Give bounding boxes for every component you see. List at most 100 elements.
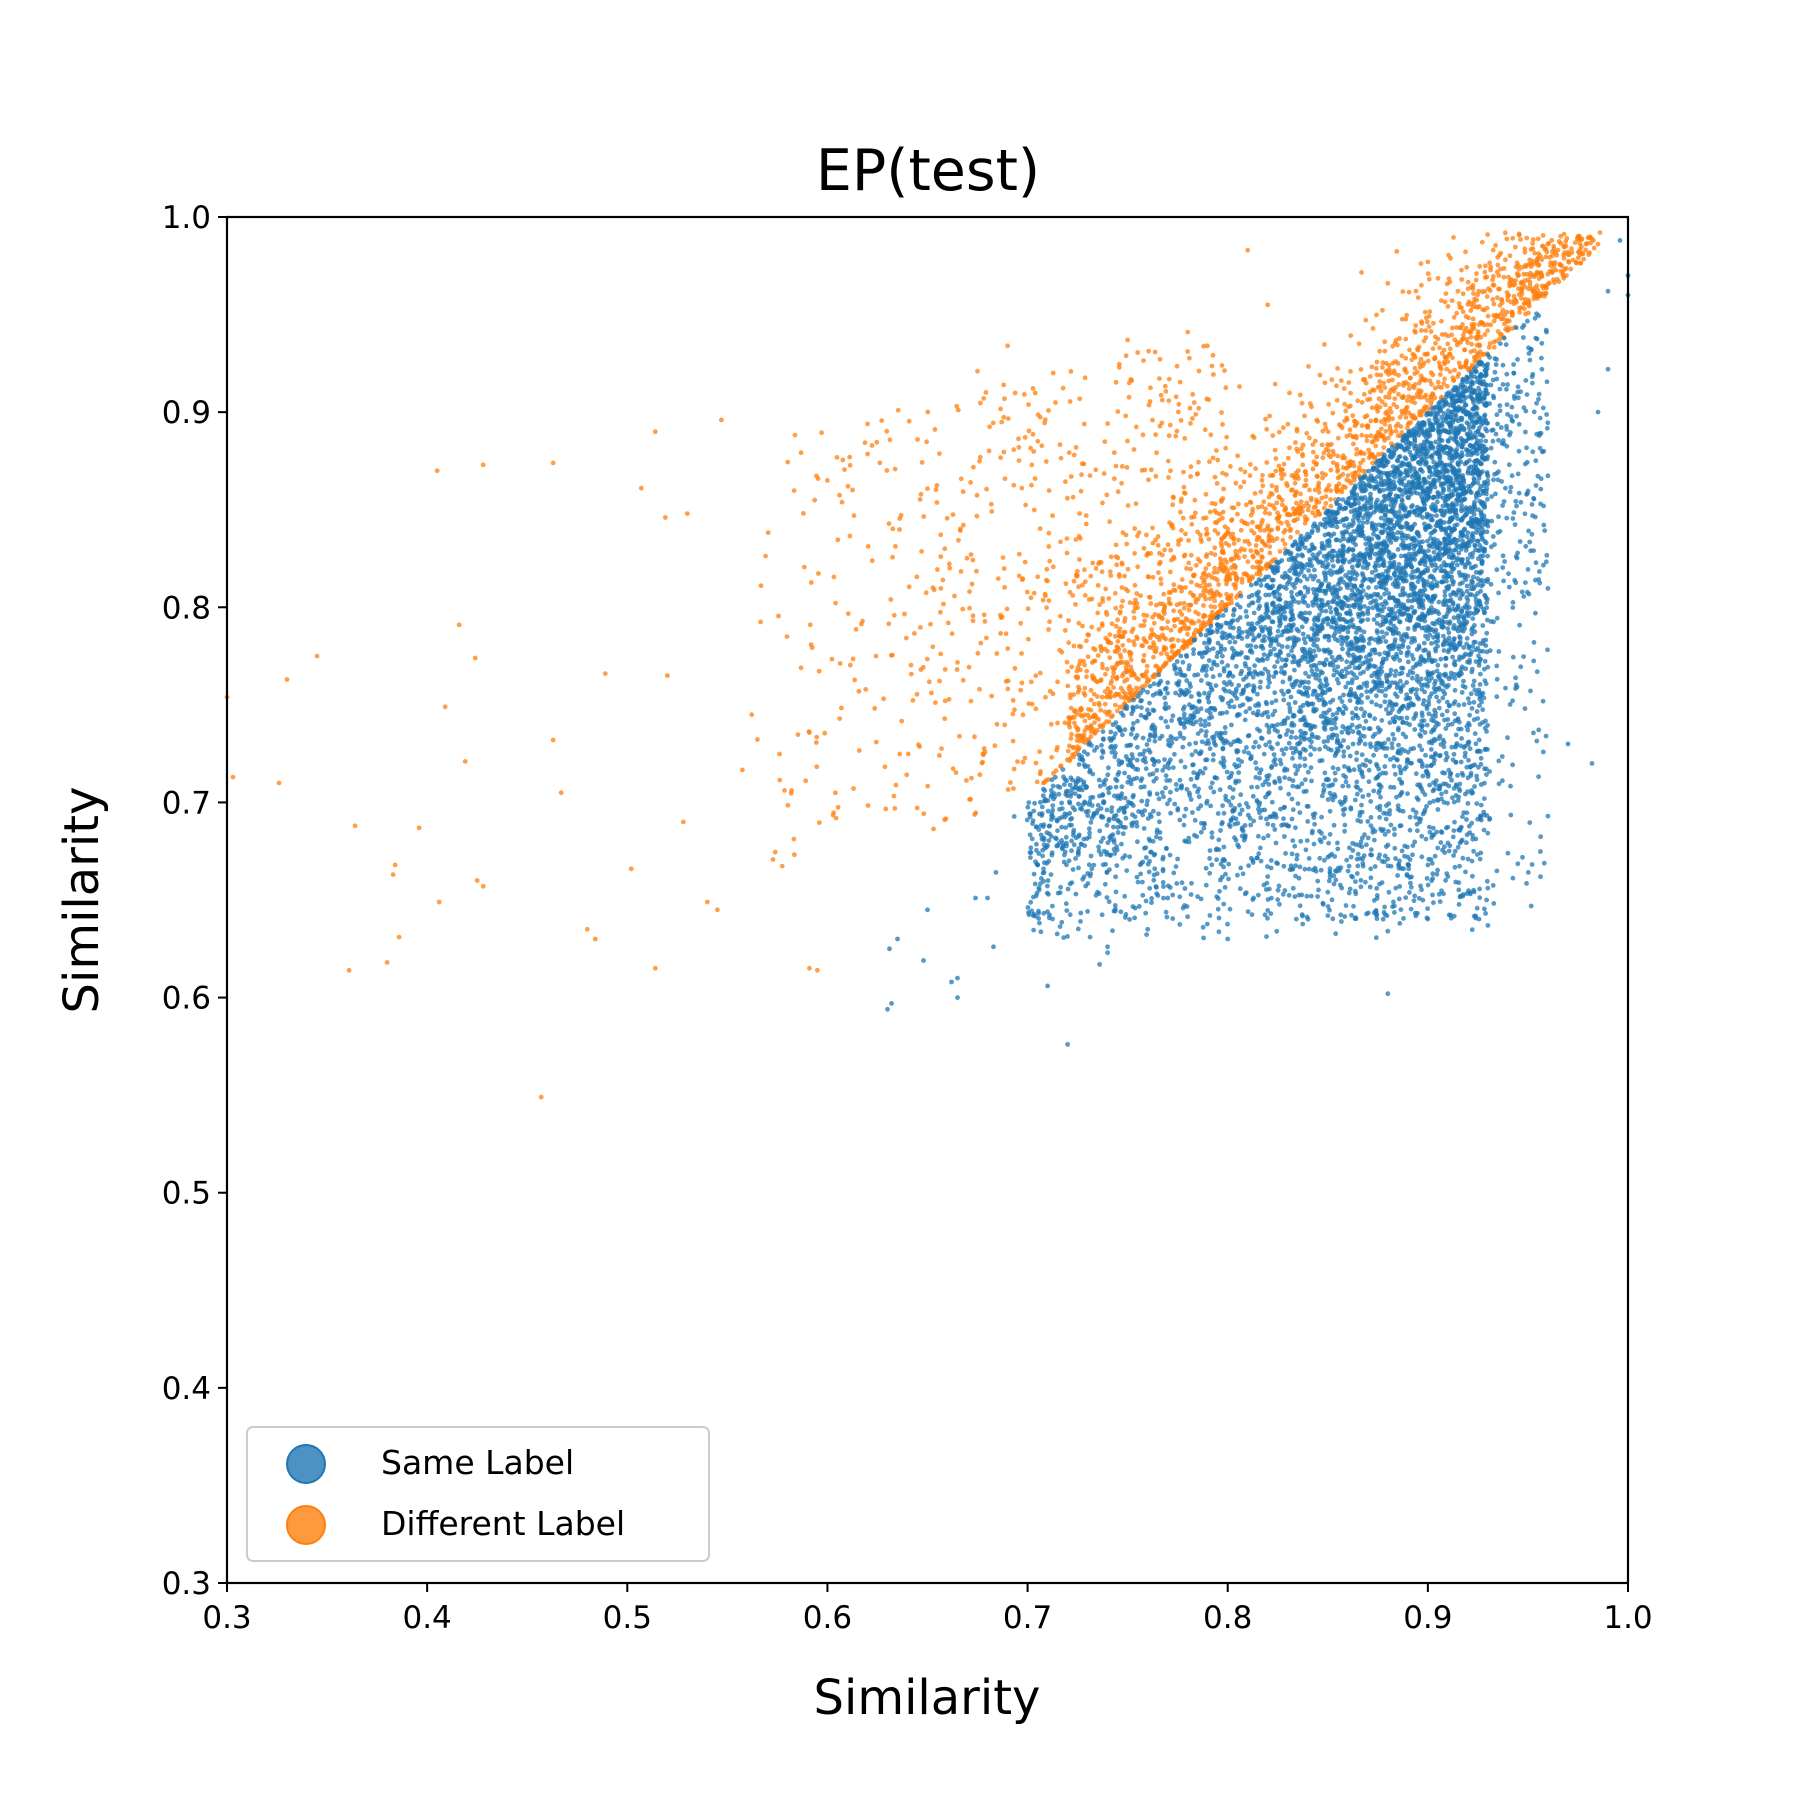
different-label-point [1344, 477, 1350, 483]
different-label-point [1505, 297, 1511, 303]
same-label-point [1070, 805, 1076, 810]
same-label-point [1527, 357, 1533, 363]
same-label-point [1188, 694, 1194, 699]
different-label-point [1258, 559, 1264, 564]
different-label-point [1088, 724, 1094, 730]
different-label-point [1142, 638, 1148, 644]
same-label-point [1506, 584, 1512, 590]
different-label-point [1482, 289, 1488, 294]
different-label-point [1568, 266, 1574, 272]
different-label-point [1264, 426, 1270, 432]
different-label-point [1493, 243, 1498, 248]
same-label-point [1475, 480, 1481, 486]
different-label-point [851, 513, 857, 518]
same-label-point [1371, 531, 1376, 537]
same-label-point [1174, 881, 1180, 886]
different-label-point [1454, 310, 1460, 316]
different-label-point [950, 766, 956, 772]
different-label-point [1292, 518, 1298, 523]
different-label-point [1397, 336, 1402, 341]
different-label-point [938, 554, 944, 559]
same-label-point [1471, 848, 1476, 854]
different-label-point [1495, 314, 1501, 319]
same-label-point [1544, 552, 1550, 558]
different-label-point [1242, 554, 1247, 559]
different-label-point [1312, 487, 1318, 493]
different-label-point [1226, 530, 1231, 536]
different-label-point [994, 651, 1000, 656]
same-label-point [1063, 901, 1069, 907]
different-label-point [1478, 319, 1484, 325]
different-label-point [1586, 252, 1592, 258]
different-label-point [1400, 395, 1406, 400]
different-label-point [1321, 450, 1327, 456]
different-label-point [1046, 544, 1052, 549]
different-label-point [1133, 501, 1139, 507]
same-label-point [1298, 735, 1303, 741]
same-label-point [1292, 667, 1297, 673]
different-label-point [1546, 241, 1552, 246]
same-label-point [1318, 682, 1324, 687]
same-label-point [1350, 729, 1356, 734]
different-label-point [384, 960, 390, 965]
different-label-point [1178, 509, 1183, 515]
different-label-point [982, 619, 988, 624]
different-label-point [1068, 715, 1073, 721]
different-label-point [1076, 584, 1081, 590]
different-label-point [1295, 529, 1300, 535]
different-label-point [1441, 347, 1447, 353]
different-label-point [1107, 709, 1112, 715]
different-label-point [1264, 460, 1270, 465]
different-label-point [791, 488, 797, 493]
different-label-point [1243, 502, 1249, 508]
same-label-point [1362, 604, 1367, 609]
different-label-point [1115, 708, 1120, 714]
different-label-point [1497, 336, 1503, 342]
same-label-point [1458, 743, 1464, 749]
different-label-point [1322, 421, 1328, 427]
different-label-point [1005, 343, 1010, 349]
different-label-point [908, 671, 914, 677]
different-label-point [1314, 417, 1320, 423]
same-label-point [1200, 924, 1206, 930]
same-label-point [1264, 934, 1269, 939]
same-label-point [1285, 715, 1291, 721]
same-label-point [1159, 790, 1165, 795]
different-label-point [1254, 537, 1260, 543]
different-label-point [1115, 409, 1121, 414]
same-label-point [1167, 797, 1173, 803]
same-label-point [1107, 834, 1113, 840]
different-label-point [584, 926, 590, 932]
different-label-point [763, 553, 768, 559]
different-label-point [1162, 662, 1167, 668]
different-label-point [1220, 422, 1225, 427]
same-label-point [1102, 881, 1108, 887]
different-label-point [981, 396, 987, 401]
different-label-point [1406, 381, 1411, 387]
same-label-point [1261, 652, 1267, 657]
different-label-point [924, 656, 930, 662]
different-label-point [850, 656, 856, 662]
same-label-point [1327, 907, 1332, 913]
different-label-point [1274, 488, 1279, 493]
different-label-point [1354, 451, 1359, 457]
different-label-point [1174, 602, 1180, 608]
same-label-point [1163, 701, 1168, 707]
same-label-point [1265, 714, 1271, 720]
same-label-point [1349, 710, 1355, 716]
same-label-point [1061, 782, 1067, 787]
different-label-point [1385, 368, 1390, 374]
same-label-point [1483, 438, 1489, 444]
different-label-point [1490, 247, 1496, 253]
different-label-point [1193, 412, 1199, 417]
different-label-point [1194, 582, 1200, 588]
different-label-point [1325, 429, 1331, 435]
different-label-point [1183, 531, 1188, 537]
different-label-point [1060, 385, 1066, 391]
same-label-point [1099, 912, 1105, 918]
different-label-point [1389, 377, 1395, 383]
different-label-point [1024, 589, 1030, 595]
different-label-point [906, 584, 912, 590]
different-label-point [1543, 284, 1549, 289]
different-label-point [472, 655, 478, 661]
